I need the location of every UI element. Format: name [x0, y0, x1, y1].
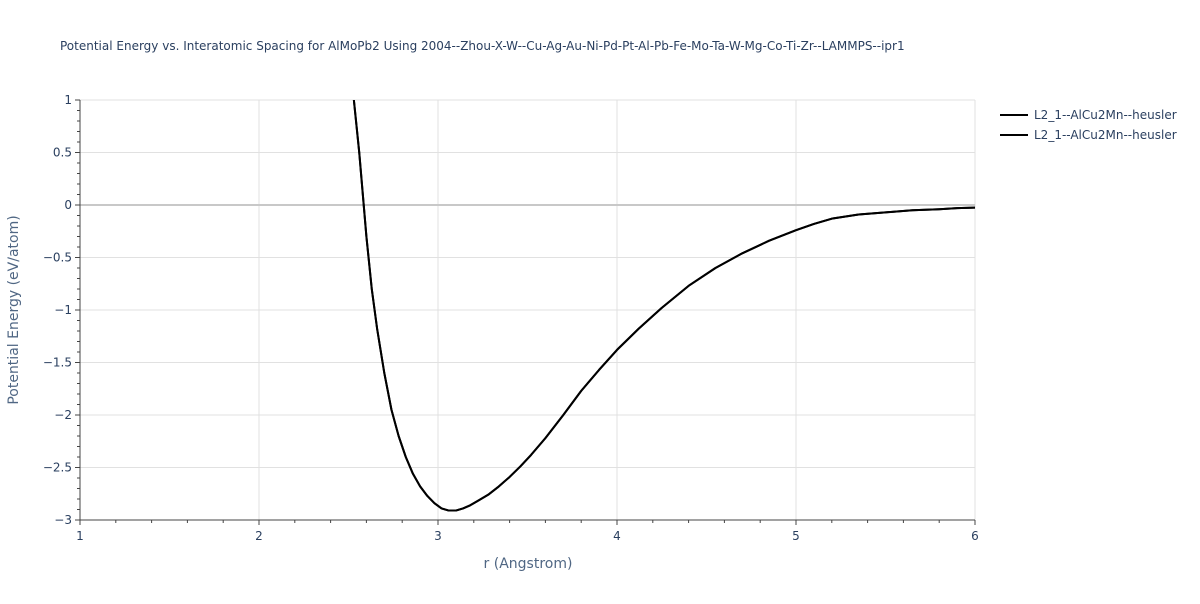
y-tick-label: 1: [64, 93, 72, 107]
legend-item-2[interactable]: L2_1--AlCu2Mn--heusler: [1000, 128, 1177, 142]
y-tick-label: −2: [54, 408, 72, 422]
legend[interactable]: L2_1--AlCu2Mn--heusler L2_1--AlCu2Mn--heu…: [1000, 108, 1177, 142]
x-axis-title: r (Angstrom): [484, 556, 573, 572]
series-line-2: [352, 100, 975, 512]
chart-title: Potential Energy vs. Interatomic Spacing…: [60, 39, 905, 53]
series-lines: [352, 100, 975, 512]
x-tick-label: 6: [971, 529, 979, 543]
legend-label: L2_1--AlCu2Mn--heusler: [1034, 128, 1177, 142]
y-tick-label: −1.5: [43, 356, 72, 370]
y-tick-label: 0: [64, 198, 72, 212]
x-tick-label: 4: [613, 529, 621, 543]
y-axis-title: Potential Energy (eV/atom): [6, 215, 22, 404]
legend-item-1[interactable]: L2_1--AlCu2Mn--heusler: [1000, 108, 1177, 122]
y-tick-label: 0.5: [53, 146, 72, 160]
x-tick-label: 3: [434, 529, 442, 543]
x-tick-label: 2: [255, 529, 263, 543]
y-tick-label: −3: [54, 513, 72, 527]
y-tick-label: −0.5: [43, 251, 72, 265]
x-tick-label: 5: [792, 529, 800, 543]
legend-label: L2_1--AlCu2Mn--heusler: [1034, 108, 1177, 122]
axes: 1 2 3 4 5 6 1 0.5 0 −0.5 −1 −1.5 −2 −2.5 −3: [43, 93, 979, 543]
y-tick-label: −2.5: [43, 461, 72, 475]
y-tick-label: −1: [54, 303, 72, 317]
x-tick-label: 1: [76, 529, 84, 543]
